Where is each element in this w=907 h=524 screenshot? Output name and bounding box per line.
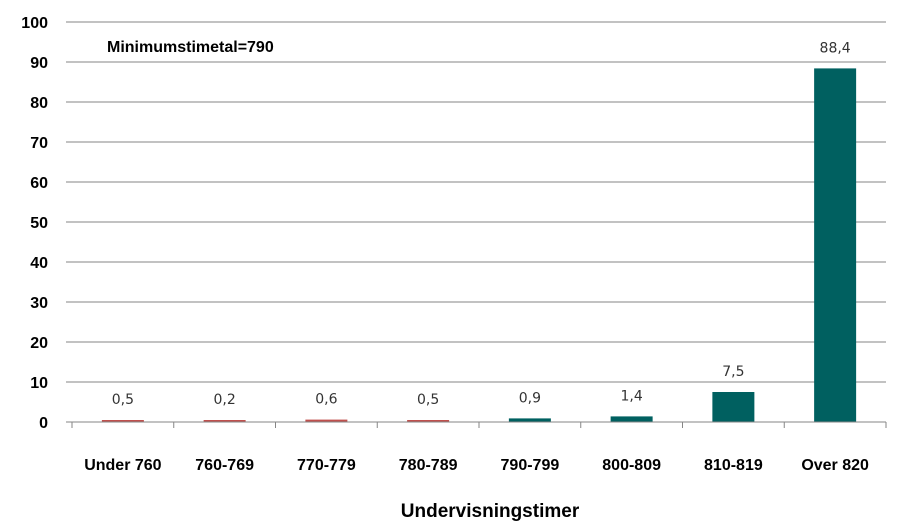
- x-tick-label: Over 820: [801, 457, 869, 474]
- x-axis-label: Undervisningstimer: [401, 501, 580, 522]
- gridlines: [72, 21, 886, 383]
- y-tick-label: 80: [30, 95, 48, 112]
- data-label: 0,2: [213, 392, 235, 408]
- bar: [814, 68, 857, 423]
- bar: [610, 416, 653, 422]
- bars: [101, 68, 857, 423]
- y-tick-label: 70: [30, 135, 48, 152]
- y-tick-label: 90: [30, 55, 48, 72]
- data-label: 0,6: [315, 392, 337, 408]
- y-axis-ticks: 0 10 20 30 40 50 60 70 80 90 100: [21, 15, 72, 432]
- y-tick-label: 60: [30, 175, 48, 192]
- y-tick-label: 20: [30, 335, 48, 352]
- y-tick-label: 50: [30, 215, 48, 232]
- bar: [305, 419, 348, 422]
- y-tick-label: 30: [30, 295, 48, 312]
- y-tick-label: 10: [30, 375, 48, 392]
- y-tick-label: 0: [39, 415, 48, 432]
- data-label: 0,5: [112, 392, 134, 408]
- y-tick-label: 40: [30, 255, 48, 272]
- data-label: 7,5: [722, 364, 744, 380]
- chart-annotation: Minimumstimetal=790: [107, 39, 274, 56]
- x-tick-label: 760-769: [195, 457, 254, 474]
- bar: [101, 420, 144, 422]
- bar: [712, 392, 755, 422]
- bar: [203, 420, 246, 422]
- data-labels: 0,5 0,2 0,6 0,5 0,9 1,4 7,5 88,4: [112, 40, 851, 408]
- x-tick-label: 770-779: [297, 457, 356, 474]
- y-tick-label: 100: [21, 15, 48, 32]
- data-label: 88,4: [820, 40, 851, 56]
- bar: [407, 420, 450, 422]
- x-tick-label: 810-819: [704, 457, 763, 474]
- data-label: 0,5: [417, 392, 439, 408]
- data-label: 1,4: [620, 388, 642, 404]
- data-label: 0,9: [519, 390, 541, 406]
- x-axis-ticks: Under 760 760-769 770-779 780-789 790-799 800…: [71, 422, 887, 474]
- bar: [508, 418, 551, 422]
- x-tick-label: 800-809: [602, 457, 661, 474]
- x-tick-label: 790-799: [501, 457, 560, 474]
- x-tick-label: 780-789: [399, 457, 458, 474]
- x-tick-label: Under 760: [84, 457, 161, 474]
